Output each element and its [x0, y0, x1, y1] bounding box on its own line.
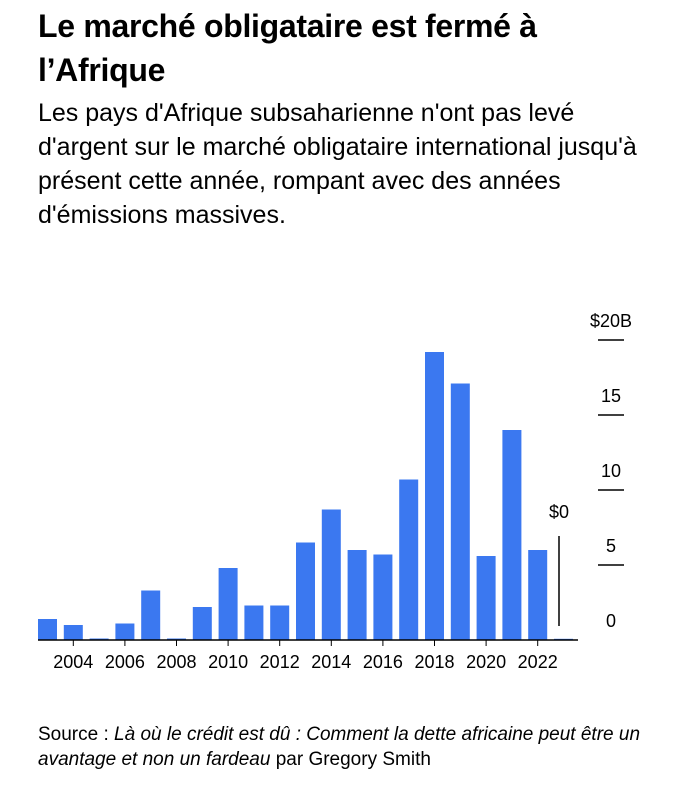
x-tick-label-2008: 2008	[156, 652, 196, 672]
bar-2016	[373, 554, 393, 640]
bar-2017	[399, 479, 419, 640]
bar-2009	[192, 607, 212, 640]
chart-title: Le marché obligataire est fermé à l’Afri…	[38, 8, 537, 88]
bar-2007	[141, 590, 161, 640]
x-tick-label-2010: 2010	[208, 652, 248, 672]
bar-2013	[296, 542, 315, 640]
bar-2019	[450, 383, 470, 640]
x-tick-label-2014: 2014	[311, 652, 351, 672]
chart-subtitle: Les pays d'Afrique subsaharienne n'ont p…	[38, 99, 637, 229]
bar-2021	[502, 430, 522, 640]
y-tick-label-5: 5	[606, 536, 616, 556]
source-prefix: Source :	[38, 724, 115, 745]
x-tick-label-2006: 2006	[105, 652, 145, 672]
source-author: par Gregory Smith	[270, 749, 431, 770]
x-tick-label-2016: 2016	[363, 652, 403, 672]
annotation-group: $0	[549, 502, 569, 626]
x-tick-label-2012: 2012	[260, 652, 300, 672]
y-tick-label-0: 0	[606, 611, 616, 631]
bars-group	[38, 352, 573, 640]
bar-2010	[218, 568, 238, 640]
y-tick-label-20: $20B	[590, 311, 632, 331]
x-tick-label-2022: 2022	[518, 652, 558, 672]
bar-2004	[63, 625, 83, 640]
bar-2020	[476, 556, 496, 640]
x-tick-label-2020: 2020	[466, 652, 506, 672]
bar-2011	[244, 605, 264, 640]
bar-2012	[270, 605, 290, 640]
y-tick-label-15: 15	[601, 386, 621, 406]
annotation-label: $0	[549, 502, 569, 522]
source-title: Là où le crédit est dû : Comment la dett…	[38, 724, 641, 770]
y-axis-ticks: 0 5 10 15 $20B	[590, 311, 632, 631]
bar-2022	[528, 550, 548, 640]
bar-2014	[321, 509, 341, 640]
x-tick-label-2004: 2004	[53, 652, 93, 672]
bar-2015	[347, 550, 367, 640]
x-tick-label-2018: 2018	[414, 652, 454, 672]
source-note: Source : Là où le crédit est dû : Commen…	[38, 722, 648, 772]
bar-2006	[115, 623, 135, 640]
bar-2018	[425, 352, 444, 640]
x-axis-ticks: 2004 2006 2008 2010 2012 2014 2016 2018 2020 2022	[53, 640, 558, 672]
bar-2003	[38, 619, 57, 640]
y-tick-label-10: 10	[601, 461, 621, 481]
